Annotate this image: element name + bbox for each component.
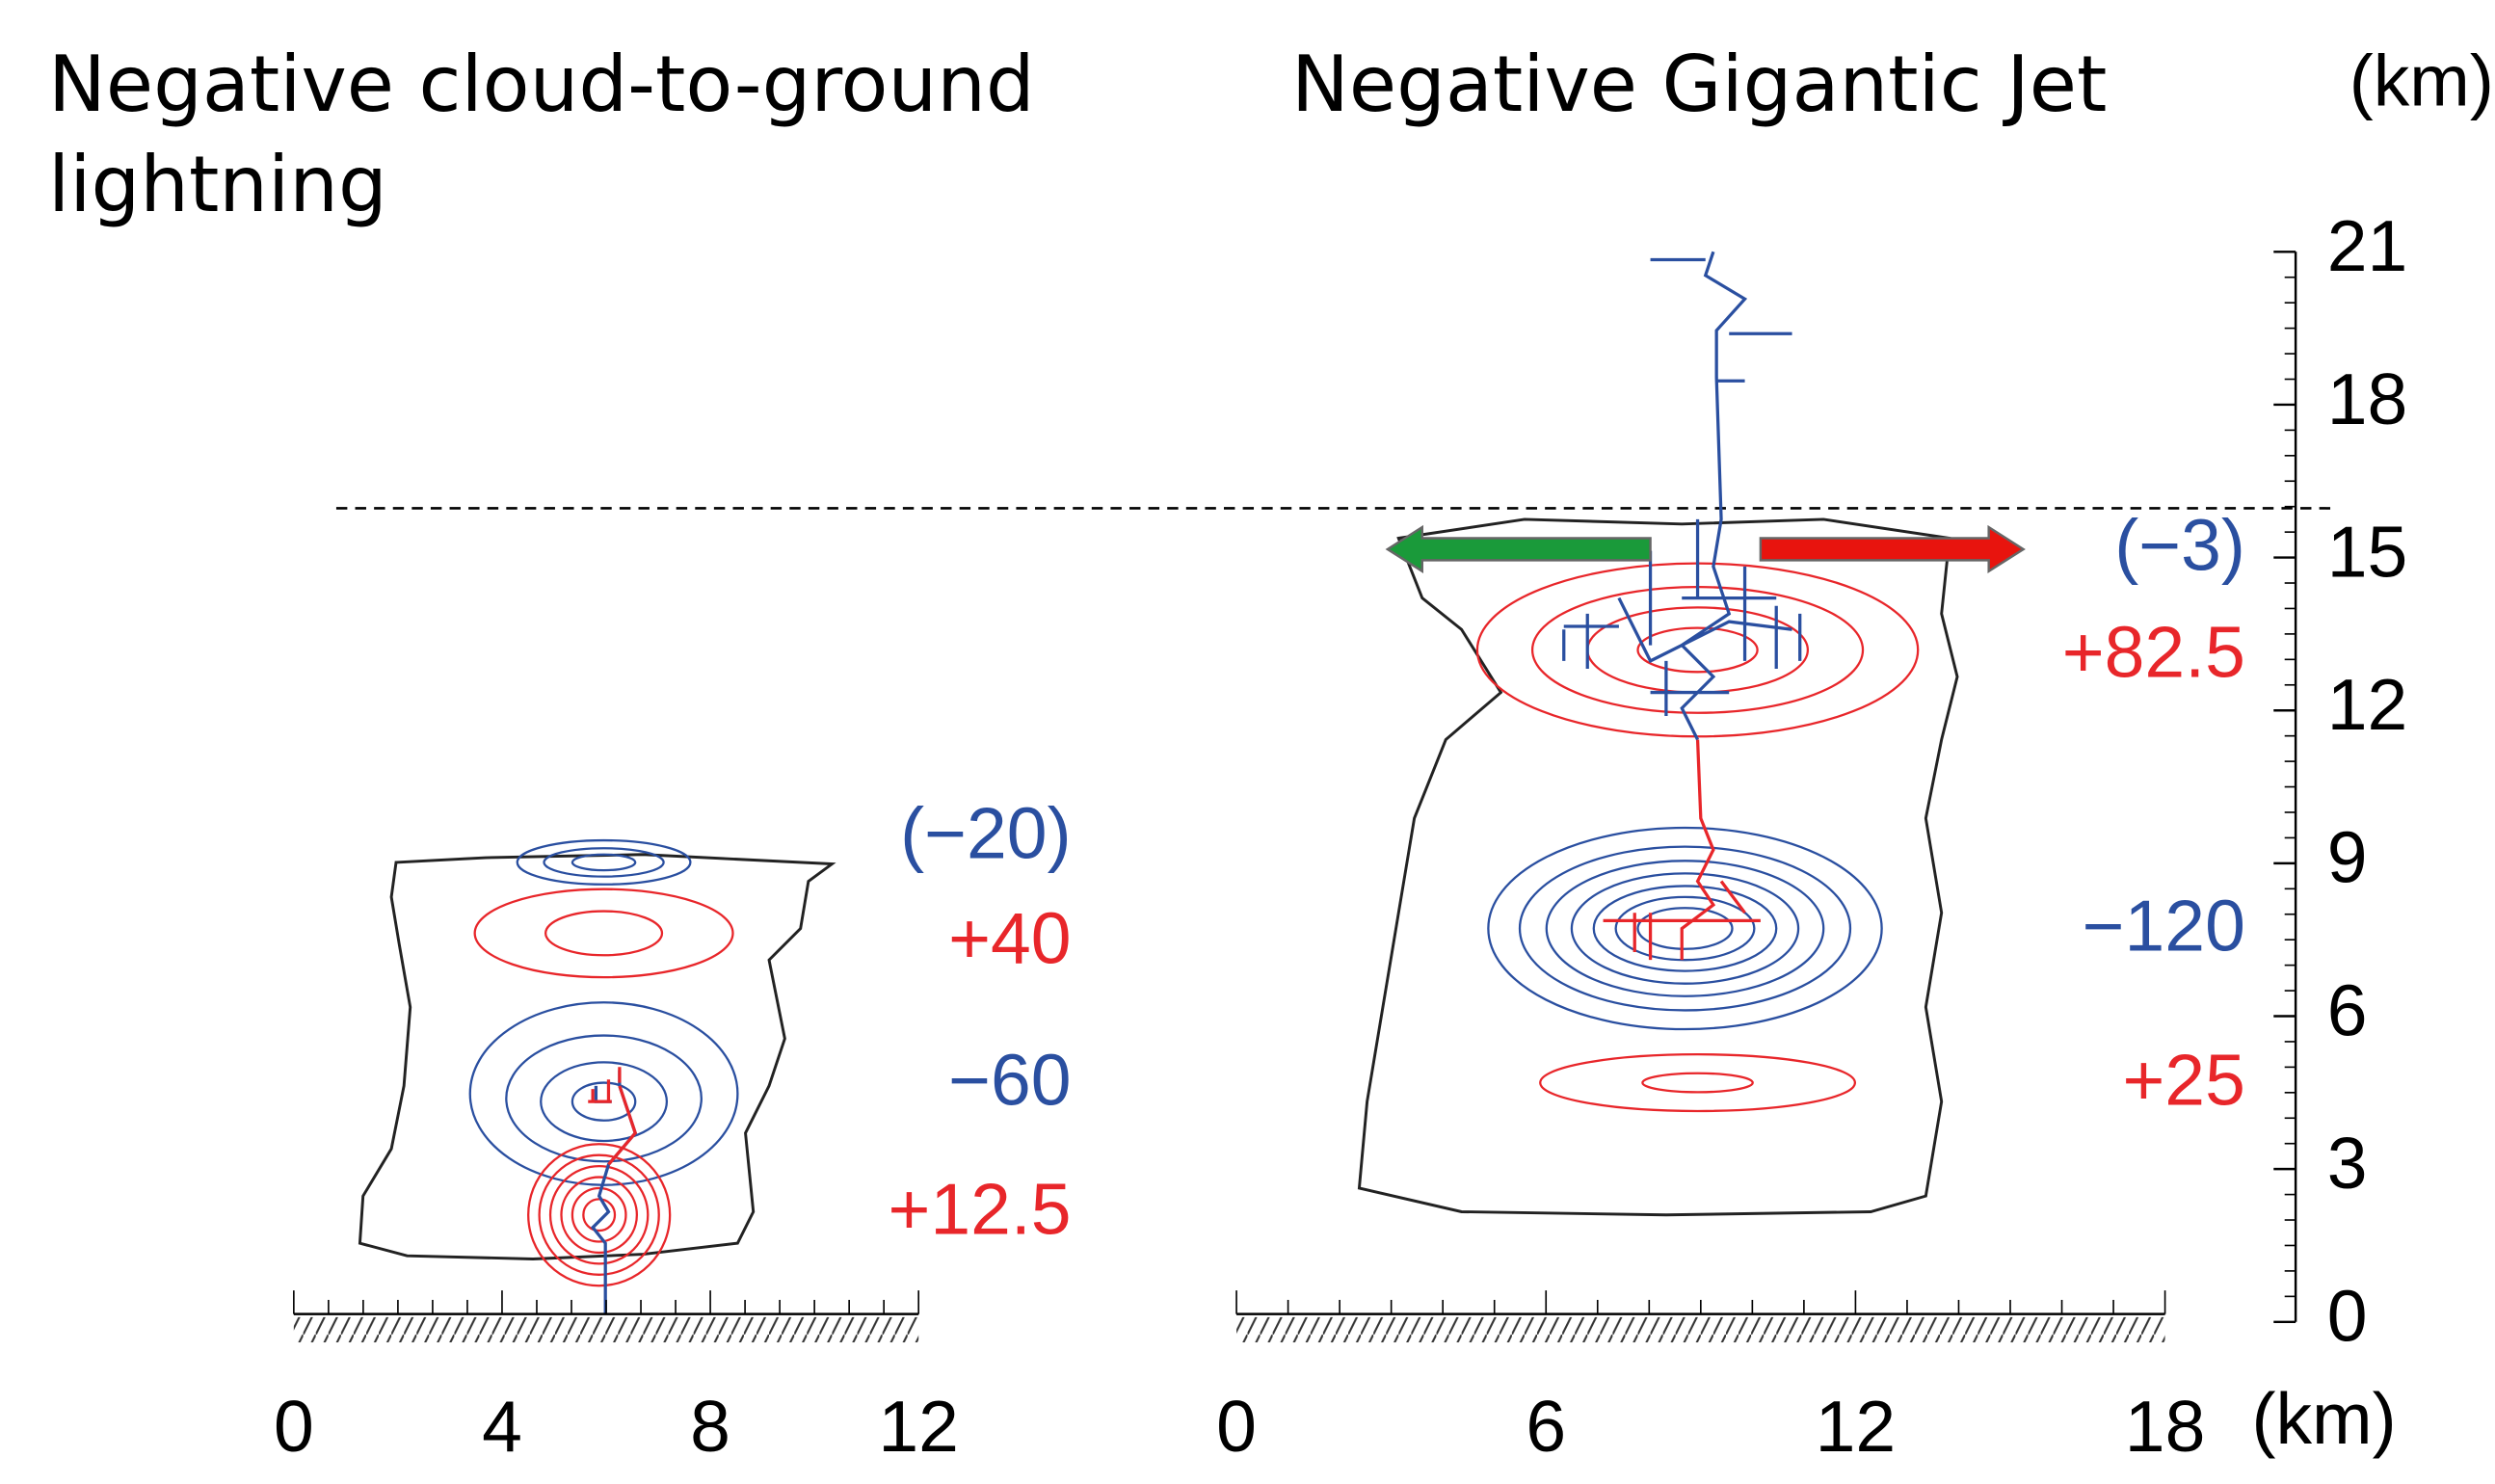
charge-label: +82.5: [2062, 611, 2245, 692]
y-tick-label: 12: [2327, 664, 2408, 745]
charge-label: (−20): [900, 792, 1071, 873]
contours: [1487, 826, 1883, 1031]
contours: [468, 838, 739, 1186]
x-tick-label: 18: [2125, 1386, 2206, 1467]
ground-hatch: [293, 1316, 919, 1343]
x-tick-label: 12: [1816, 1386, 1897, 1467]
x-tick-label: 0: [274, 1386, 314, 1467]
x-tick-label: 4: [482, 1386, 522, 1467]
arrow-right: [1759, 524, 2026, 574]
y-tick-label: 9: [2327, 817, 2368, 898]
y-tick-label: 21: [2327, 205, 2408, 286]
x-tick-label: 12: [878, 1386, 959, 1467]
y-tick-label: 0: [2327, 1276, 2368, 1357]
x-tick-label: 8: [690, 1386, 730, 1467]
charge-label: +12.5: [889, 1169, 1072, 1250]
x-unit: (km): [2251, 1378, 2396, 1459]
left-title: Negative cloud-to-ground lightning: [48, 40, 1035, 229]
arrow-left: [1385, 524, 1652, 574]
y-unit: (km): [2349, 40, 2494, 121]
x-tick-label: 6: [1526, 1386, 1566, 1467]
ground-hatch: [1236, 1316, 2165, 1343]
leader: [588, 1067, 638, 1166]
contours: [473, 888, 734, 1287]
y-tick-label: 18: [2327, 358, 2408, 439]
x-tick-label: 0: [1216, 1386, 1257, 1467]
right-title: Negative Gigantic Jet: [1291, 40, 2108, 129]
y-tick-label: 3: [2327, 1123, 2368, 1204]
leader: [1562, 251, 1802, 741]
charge-label: −120: [2083, 886, 2245, 967]
charge-label: (−3): [2114, 504, 2245, 585]
y-tick-label: 15: [2327, 511, 2408, 592]
leader: [1603, 739, 1761, 961]
y-tick-label: 6: [2327, 969, 2368, 1050]
cloud-outline: [358, 853, 836, 1260]
charge-label: +25: [2122, 1040, 2244, 1121]
charge-label: +40: [948, 898, 1071, 979]
charge-label: −60: [948, 1040, 1071, 1121]
